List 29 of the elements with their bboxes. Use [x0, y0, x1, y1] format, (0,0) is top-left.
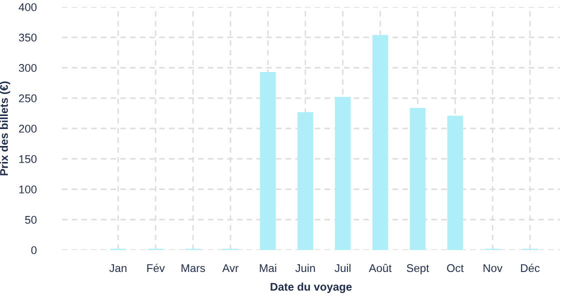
- bar: [447, 116, 464, 250]
- x-tick-label: Nov: [484, 264, 502, 272]
- bar: [260, 72, 276, 250]
- y-tick-label: 250: [19, 94, 37, 102]
- x-tick-label: Juin: [295, 264, 315, 272]
- x-tick-label: Déc: [521, 264, 540, 272]
- x-tick-label: Juil: [334, 264, 350, 272]
- x-tick-label: Oct: [447, 264, 464, 272]
- x-tick-label: Fév: [147, 264, 165, 272]
- y-tick-label: 350: [18, 34, 37, 42]
- x-tick-label: Mars: [182, 264, 205, 272]
- y-tick-label: 150: [19, 155, 37, 164]
- x-tick-label: Sept: [406, 264, 430, 274]
- x-tick-label: Avr: [222, 264, 239, 272]
- y-tick-label: 400: [18, 3, 37, 12]
- bar: [298, 112, 314, 250]
- bar: [410, 108, 426, 250]
- x-tick-label: Août: [368, 264, 392, 272]
- bar: [334, 96, 351, 250]
- y-tick-label: 100: [19, 186, 37, 194]
- y-tick-label: 50: [25, 216, 37, 224]
- x-tick-label: Jan: [109, 264, 126, 272]
- x-tick-label: Mai: [260, 264, 276, 272]
- y-tick-label: 200: [19, 124, 37, 133]
- y-axis-title: Prix des billets (€): [0, 82, 10, 176]
- y-tick-label: 300: [18, 64, 37, 72]
- x-axis-title: Date du voyage: [270, 282, 352, 293]
- y-tick-label: 0: [31, 246, 37, 254]
- bar: [372, 34, 388, 250]
